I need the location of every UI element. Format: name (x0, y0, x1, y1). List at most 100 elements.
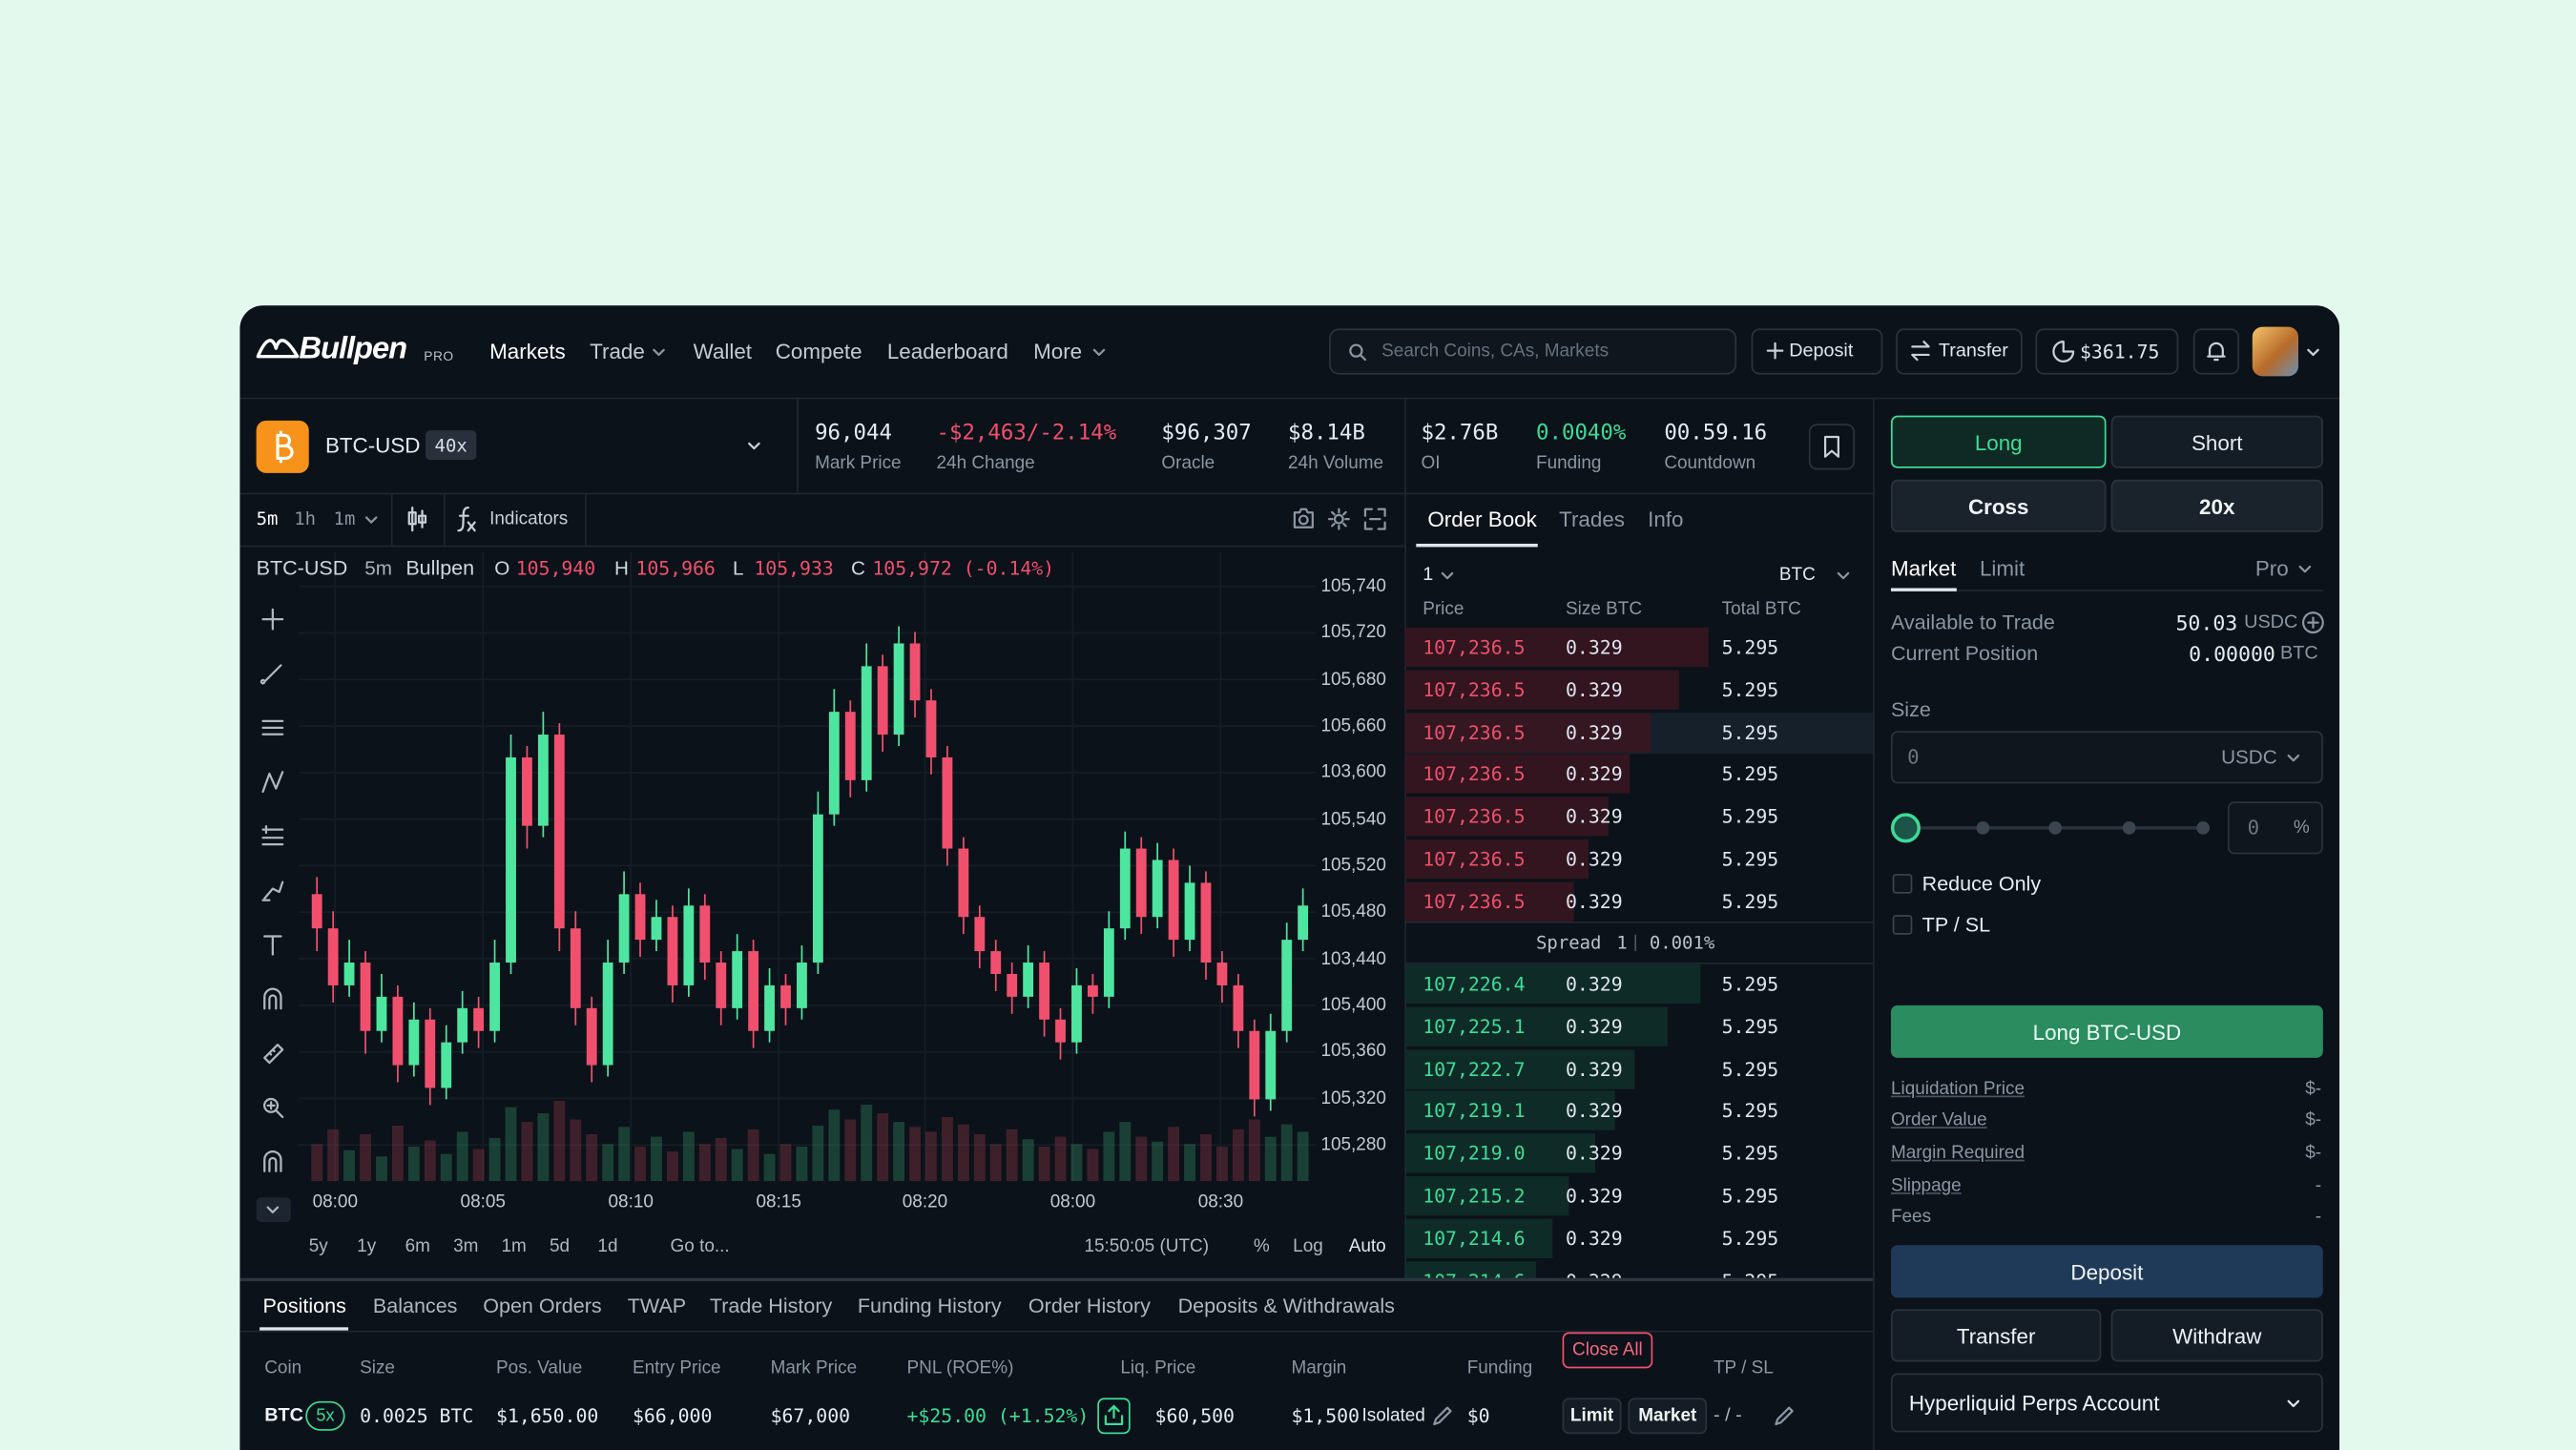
grouping-select[interactable]: 1 (1423, 565, 1434, 586)
orderbook-tab[interactable]: Trades (1559, 507, 1625, 532)
order-type-tab[interactable]: Market (1890, 555, 1957, 581)
edit-tpsl-icon[interactable] (1775, 1406, 1794, 1426)
market-symbol[interactable]: BTC-USD (324, 432, 421, 458)
short-button[interactable]: Short (2110, 415, 2323, 468)
transfer-action[interactable]: Transfer (1890, 1309, 2102, 1362)
indicators-button[interactable]: Indicators (489, 508, 569, 529)
add-funds-icon[interactable] (2301, 611, 2324, 633)
nav-item[interactable]: Compete (775, 339, 862, 364)
drawing-tool[interactable] (260, 664, 283, 685)
range-option[interactable]: 1y (357, 1236, 377, 1257)
tools-collapse[interactable] (256, 1197, 291, 1223)
checkbox-label[interactable]: Reduce Only (1922, 872, 2042, 896)
range-option[interactable]: 6m (405, 1236, 430, 1257)
range-option[interactable]: 3m (453, 1236, 479, 1257)
drawing-tool[interactable] (263, 1043, 284, 1065)
candle-type-icon[interactable] (407, 506, 427, 532)
drawing-tool[interactable] (261, 717, 284, 737)
positions-tab[interactable]: Positions (262, 1294, 346, 1317)
nav-item[interactable]: Wallet (693, 339, 753, 364)
fx-icon[interactable] (457, 506, 477, 532)
scale-option[interactable]: Auto (1348, 1236, 1386, 1257)
fullscreen-icon[interactable] (1363, 508, 1386, 530)
notification-button[interactable] (2192, 328, 2240, 375)
goto-button[interactable]: Go to... (670, 1236, 730, 1257)
nav-item[interactable]: Trade (590, 339, 645, 364)
close-all-button[interactable]: Close All (1562, 1332, 1653, 1369)
limit-close-button[interactable]: Limit (1562, 1398, 1622, 1435)
avatar[interactable] (2252, 326, 2298, 377)
share-button[interactable] (1097, 1398, 1131, 1435)
size-unit[interactable]: USDC (2221, 745, 2277, 769)
positions-tab[interactable]: TWAP (627, 1294, 687, 1317)
margin-mode-button[interactable]: Cross (1890, 479, 2107, 532)
edit-margin-icon[interactable] (1433, 1406, 1452, 1426)
share-icon-shape (1104, 1404, 1124, 1426)
drawing-tool[interactable] (263, 1097, 284, 1119)
drawing-tool[interactable] (261, 880, 284, 901)
positions-tab[interactable]: Order History (1028, 1294, 1151, 1317)
unit-chevron-shape (1837, 571, 1850, 580)
checkbox[interactable] (1892, 874, 1913, 894)
checkbox-label[interactable]: TP / SL (1922, 913, 1991, 937)
account-select[interactable] (1890, 1373, 2323, 1433)
orderbook-column: Price (1423, 599, 1465, 620)
slider-handle[interactable] (1890, 813, 1921, 843)
transfer-button[interactable] (1896, 328, 2023, 375)
size-input[interactable] (1890, 731, 2323, 784)
drawing-tool[interactable] (263, 935, 283, 956)
deposit-action[interactable]: Deposit (1890, 1245, 2323, 1298)
long-button[interactable]: Long (1890, 415, 2107, 468)
market-close-button[interactable]: Market (1628, 1398, 1708, 1435)
interval-chevron-shape (364, 516, 378, 524)
balance-button[interactable] (2035, 328, 2179, 375)
bookmark-button[interactable] (1808, 424, 1856, 470)
ask-price: 107,236.5 (1423, 847, 1526, 871)
order-type-tab[interactable]: Limit (1979, 555, 2025, 581)
logo-mark[interactable] (256, 334, 300, 361)
drawing-tool[interactable] (261, 608, 284, 631)
positions-tab[interactable]: Trade History (709, 1294, 833, 1317)
nav-item[interactable]: Markets (489, 339, 566, 364)
logo[interactable]: Bullpen (299, 331, 407, 366)
unit-select[interactable]: BTC (1778, 565, 1816, 586)
deposit-button[interactable] (1751, 328, 1883, 375)
range-option[interactable]: 5d (549, 1236, 571, 1257)
submit-button[interactable]: Long BTC-USD (1890, 1005, 2323, 1058)
positions-tab[interactable]: Deposits & Withdrawals (1177, 1294, 1395, 1317)
withdraw-action[interactable]: Withdraw (2110, 1309, 2323, 1362)
positions-tab[interactable]: Balances (372, 1294, 458, 1317)
nav-item[interactable]: Leaderboard (886, 339, 1008, 364)
legend-symbol: BTC-USD (256, 556, 348, 580)
drawing-tool[interactable] (263, 987, 283, 1010)
orderbook-tab[interactable]: Info (1648, 507, 1684, 532)
info-label: Liquidation Price (1890, 1079, 2025, 1099)
settings-icon[interactable] (1327, 508, 1350, 530)
interval-option[interactable]: 1m (333, 508, 356, 530)
positions-tab[interactable]: Funding History (857, 1294, 1002, 1317)
tpsl-value: - / - (1713, 1405, 1742, 1426)
range-option[interactable]: 5y (308, 1236, 328, 1257)
volume-bar (586, 1133, 598, 1182)
leverage-button[interactable]: 20x (2110, 479, 2323, 532)
range-option[interactable]: 1m (501, 1236, 527, 1257)
drawing-tool[interactable] (263, 1150, 283, 1172)
orderbook-tab[interactable]: Order Book (1427, 507, 1537, 532)
candle-body (958, 848, 969, 918)
nav-item[interactable]: More (1033, 339, 1083, 364)
interval-option[interactable]: 1h (294, 508, 317, 530)
mode-select[interactable]: Pro (2254, 555, 2289, 581)
search-box[interactable] (1329, 328, 1737, 375)
checkbox[interactable] (1892, 915, 1913, 935)
range-option[interactable]: 1d (597, 1236, 618, 1257)
interval-option[interactable]: 5m (256, 508, 279, 530)
screenshot-icon[interactable] (1293, 508, 1314, 528)
drawing-tool[interactable] (261, 825, 284, 846)
deposit-label: Deposit (1789, 342, 1854, 362)
percent-input[interactable] (2227, 801, 2323, 855)
scale-option[interactable]: Log (1293, 1236, 1323, 1257)
scale-option[interactable]: % (1253, 1236, 1270, 1257)
ask-total: 5.295 (1721, 720, 1779, 744)
positions-tab[interactable]: Open Orders (483, 1294, 602, 1317)
drawing-tool[interactable] (261, 771, 284, 794)
